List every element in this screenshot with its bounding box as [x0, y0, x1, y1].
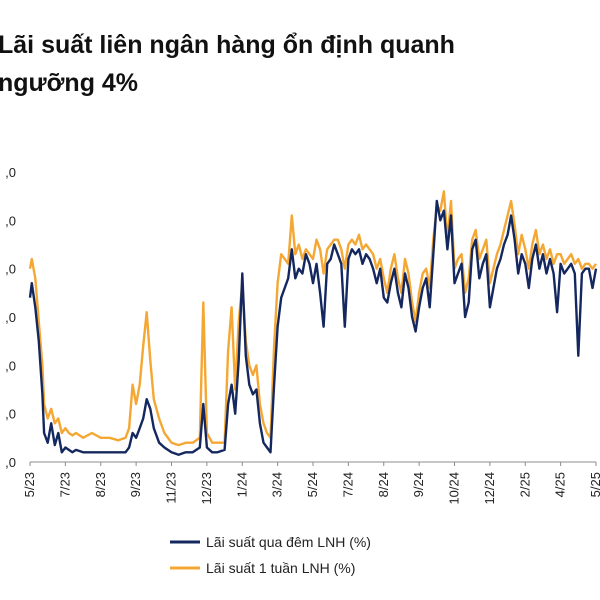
x-tick-label: 9/23: [128, 472, 143, 497]
y-tick-label: ,0: [5, 165, 16, 180]
x-tick-label: 8/23: [93, 472, 108, 497]
y-tick-label: ,0: [5, 262, 16, 277]
series-line-1-week: [28, 190, 597, 447]
x-tick-label: 7/24: [340, 472, 355, 497]
x-axis-ticks: 5/23 7/23 8/23 9/23 11/23 12/23 1/24 3/24 5/24 7/…: [22, 462, 600, 505]
x-tick-label: 11/23: [164, 472, 179, 504]
legend: Lãi suất qua đêm LNH (%) Lãi suất 1 tuần …: [170, 534, 371, 576]
y-tick-label: ,0: [5, 310, 16, 325]
y-axis-ticks: ,0 ,0 ,0 ,0 ,0 ,0 ,0: [5, 165, 16, 470]
chart-title: Lãi suất liên ngân hàng ổn định quanh ng…: [0, 26, 598, 102]
y-tick-label: ,0: [5, 213, 16, 228]
y-tick-label: ,0: [5, 407, 16, 422]
x-tick-label: 9/24: [411, 472, 426, 497]
x-tick-label: 3/24: [270, 472, 285, 497]
x-tick-label: 12/23: [199, 472, 214, 505]
x-tick-label: 5/24: [305, 472, 320, 497]
x-tick-label: 12/24: [482, 472, 497, 505]
y-tick-label: ,0: [5, 455, 16, 470]
x-tick-label: 8/24: [376, 472, 391, 497]
series-line-overnight: [28, 199, 598, 456]
chart-title-line-2: ngưỡng 4%: [0, 69, 139, 97]
legend-label-overnight: Lãi suất qua đêm LNH (%): [206, 534, 371, 550]
x-tick-label: 5/23: [22, 472, 37, 497]
x-tick-label: 10/24: [447, 472, 462, 505]
y-tick-label: ,0: [5, 358, 16, 373]
x-tick-label: 7/23: [57, 472, 72, 497]
x-tick-label: 2/25: [517, 472, 532, 497]
chart-title-line-1: Lãi suất liên ngân hàng ổn định quanh: [0, 31, 455, 59]
x-tick-label: 4/25: [553, 472, 568, 497]
x-tick-label: 1/24: [234, 472, 249, 497]
legend-label-1-week: Lãi suất 1 tuần LNH (%): [206, 560, 355, 576]
x-tick-label: 5/25: [588, 472, 600, 497]
series-layer: [28, 190, 598, 456]
